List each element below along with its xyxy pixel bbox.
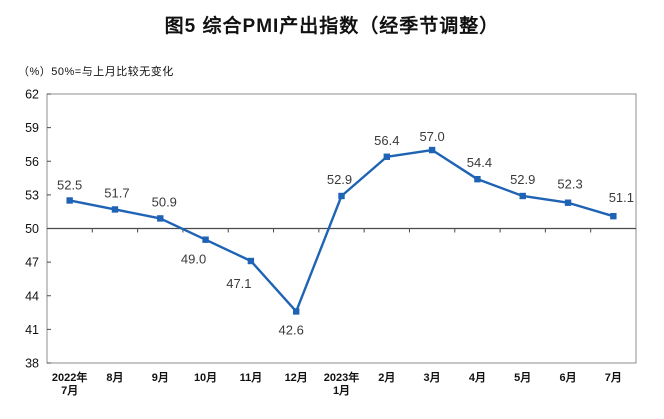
x-axis-label: 9月 <box>152 371 169 384</box>
data-point-marker <box>157 215 164 222</box>
data-label: 54.4 <box>467 155 492 170</box>
x-axis-label: 8月 <box>106 371 123 384</box>
x-axis-label: 6月 <box>559 371 576 384</box>
y-axis-tick-label: 41 <box>25 323 39 337</box>
x-axis-label: 11月 <box>240 371 263 384</box>
data-label: 57.0 <box>419 129 444 144</box>
chart-title: 图5 综合PMI产出指数（经季节调整） <box>164 16 500 37</box>
y-axis-tick-label: 50 <box>25 222 39 236</box>
x-axis-label: 2月 <box>378 371 395 384</box>
x-axis-label: 3月 <box>424 371 441 384</box>
data-point-marker <box>383 153 391 160</box>
data-point-marker <box>564 199 572 206</box>
data-label: 51.7 <box>104 185 129 200</box>
x-axis-label: 7月 <box>605 371 622 384</box>
x-axis-label: 4月 <box>469 371 486 384</box>
y-axis-tick-label: 44 <box>25 289 39 303</box>
data-point-marker <box>428 146 436 154</box>
data-label: 42.6 <box>279 322 304 337</box>
x-axis-label: 2023年 1月 <box>324 370 359 397</box>
data-point-marker <box>292 308 300 315</box>
data-label: 52.9 <box>327 172 352 187</box>
data-label: 49.0 <box>181 252 206 267</box>
y-axis-tick-label: 59 <box>25 121 39 135</box>
data-point-marker <box>111 206 119 213</box>
x-axis-label: 2022年 7月 <box>52 370 87 397</box>
data-point-marker <box>338 192 345 200</box>
x-axis-label: 10月 <box>194 371 217 384</box>
data-label: 52.9 <box>510 172 535 187</box>
data-point-marker <box>519 192 526 200</box>
y-axis-tick-label: 47 <box>25 256 39 270</box>
y-axis-tick-label: 38 <box>25 357 39 371</box>
axis-unit-note: （%）50%=与上月比较无变化 <box>18 66 174 78</box>
data-label: 56.4 <box>374 133 399 148</box>
data-label: 47.1 <box>226 276 251 291</box>
data-label: 50.9 <box>152 194 177 209</box>
y-axis-tick-label: 56 <box>25 155 39 169</box>
x-axis-label: 12月 <box>285 371 308 384</box>
data-point-marker <box>247 257 255 265</box>
y-axis-tick-label: 53 <box>25 188 39 202</box>
x-axis-label: 5月 <box>514 371 531 384</box>
data-point-marker <box>66 197 73 204</box>
data-label: 51.1 <box>609 190 634 205</box>
data-label: 52.5 <box>57 177 82 192</box>
data-label: 52.3 <box>557 177 582 192</box>
data-point-marker <box>474 175 481 183</box>
y-axis-tick-label: 62 <box>25 88 39 102</box>
data-point-marker <box>610 212 617 220</box>
data-point-marker <box>202 236 209 243</box>
